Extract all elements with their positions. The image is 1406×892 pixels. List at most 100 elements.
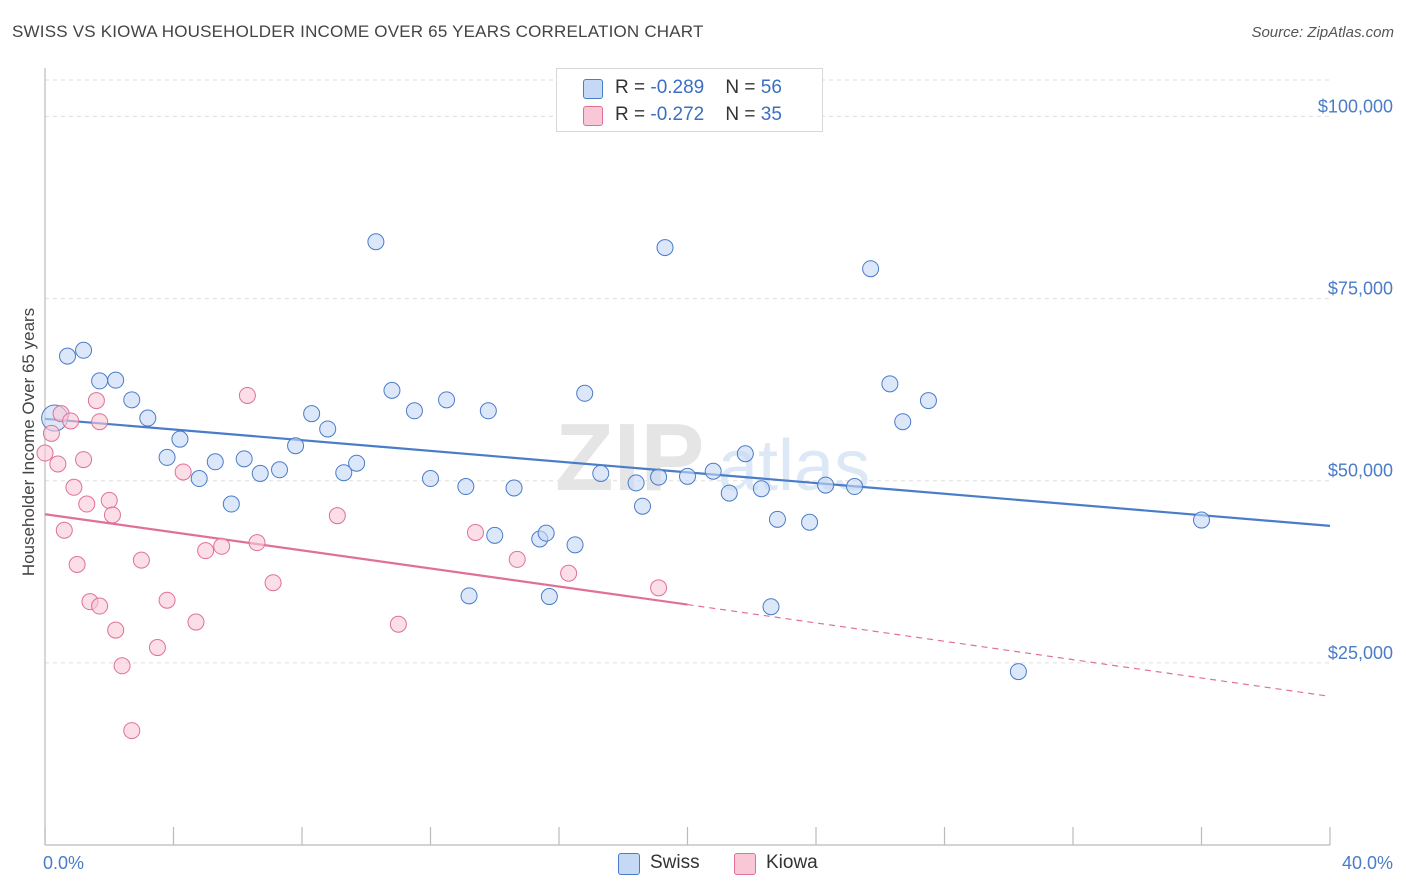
point-kiowa: [49, 455, 67, 473]
legend-r-label: R =: [615, 77, 651, 98]
point-swiss: [222, 495, 240, 513]
point-kiowa: [466, 523, 484, 541]
point-swiss: [75, 341, 93, 359]
point-swiss: [190, 470, 208, 488]
source-label: Source: ZipAtlas.com: [1251, 24, 1394, 41]
legend-n-label: N =: [725, 104, 761, 125]
point-swiss: [634, 497, 652, 515]
point-swiss: [251, 464, 269, 482]
point-swiss: [139, 409, 157, 427]
point-kiowa: [508, 550, 526, 568]
point-swiss: [752, 480, 770, 498]
point-swiss: [762, 598, 780, 616]
legend-n-value-kiowa: 35: [760, 104, 782, 125]
point-swiss: [656, 239, 674, 257]
watermark-atlas: atlas: [718, 426, 870, 506]
legend-swatch-swiss: [583, 79, 603, 99]
legend-r-label: R =: [615, 104, 651, 125]
point-kiowa: [650, 579, 668, 597]
legend-n-value-swiss: 56: [760, 77, 782, 98]
point-kiowa: [174, 463, 192, 481]
point-swiss: [1009, 663, 1027, 681]
point-swiss: [158, 448, 176, 466]
bottom-legend-label-swiss: Swiss: [650, 852, 700, 873]
point-kiowa: [68, 556, 86, 573]
point-swiss: [107, 371, 125, 389]
point-swiss: [720, 484, 738, 502]
point-kiowa: [65, 478, 83, 496]
point-swiss: [540, 588, 558, 606]
point-swiss: [405, 402, 423, 420]
point-swiss: [303, 405, 321, 423]
point-swiss: [348, 454, 366, 472]
point-kiowa: [36, 444, 54, 462]
point-swiss: [679, 467, 696, 485]
point-kiowa: [264, 574, 282, 592]
point-kiowa: [213, 537, 231, 555]
point-kiowa: [113, 657, 131, 675]
point-swiss: [460, 587, 478, 605]
point-swiss: [319, 420, 337, 438]
data-points: [36, 233, 1210, 740]
point-kiowa: [91, 413, 109, 431]
legend-r-value-swiss: -0.289: [650, 77, 705, 98]
point-kiowa: [55, 521, 73, 539]
point-kiowa: [197, 542, 215, 560]
bottom-legend-swatch-kiowa: [734, 853, 756, 875]
point-kiowa: [87, 392, 105, 410]
point-kiowa: [103, 506, 121, 524]
y-tick-label: $25,000: [1328, 643, 1393, 663]
point-swiss: [171, 430, 189, 448]
point-swiss: [235, 450, 253, 468]
trend-line-kiowa: [44, 513, 688, 606]
tick-labels: $25,000 $50,000 $75,000 $100,000 0.0% 40.0%: [43, 96, 1393, 873]
trend-line-dashed-kiowa: [687, 603, 1331, 697]
point-swiss: [479, 402, 497, 420]
point-kiowa: [78, 495, 96, 513]
point-swiss: [862, 260, 880, 278]
point-swiss: [271, 461, 289, 479]
point-swiss: [123, 391, 141, 409]
point-swiss: [817, 476, 835, 494]
point-swiss: [537, 524, 555, 542]
point-kiowa: [158, 591, 176, 609]
point-kiowa: [62, 412, 80, 430]
point-swiss: [287, 437, 305, 455]
point-kiowa: [248, 534, 266, 552]
point-kiowa: [389, 615, 407, 633]
point-swiss: [801, 513, 819, 531]
x-tick-label: 0.0%: [43, 853, 84, 873]
point-kiowa: [148, 639, 166, 657]
point-kiowa: [238, 386, 256, 404]
y-tick-label: $75,000: [1328, 279, 1393, 299]
y-axis-label: Householder Income Over 65 years: [19, 308, 38, 576]
point-swiss: [438, 391, 456, 409]
point-swiss: [894, 413, 912, 431]
point-kiowa: [132, 551, 150, 569]
point-swiss: [58, 347, 76, 365]
point-kiowa: [123, 722, 141, 740]
point-kiowa: [91, 597, 109, 615]
y-tick-label: $100,000: [1318, 96, 1393, 116]
point-kiowa: [560, 564, 578, 582]
point-kiowa: [187, 613, 205, 631]
y-tick-label: $50,000: [1328, 461, 1393, 481]
point-swiss: [704, 462, 722, 480]
point-swiss: [1193, 511, 1210, 529]
point-swiss: [881, 375, 899, 393]
point-swiss: [91, 372, 109, 390]
point-kiowa: [42, 424, 60, 442]
x-tick-label: 40.0%: [1342, 853, 1393, 873]
point-swiss: [422, 470, 439, 488]
point-kiowa: [100, 491, 118, 509]
point-swiss: [367, 233, 385, 251]
point-swiss: [736, 445, 754, 463]
point-swiss: [627, 474, 645, 492]
point-kiowa: [75, 451, 93, 469]
point-swiss: [486, 526, 504, 544]
point-swiss: [592, 464, 610, 482]
point-swiss: [206, 453, 224, 471]
watermark: ZIP: [555, 404, 704, 511]
point-swiss: [566, 536, 584, 554]
